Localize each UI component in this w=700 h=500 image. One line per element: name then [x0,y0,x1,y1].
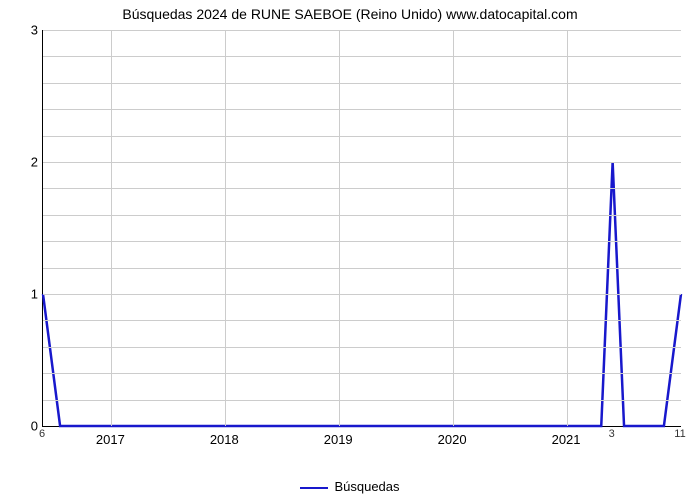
gridline-h [43,294,681,295]
gridline-h-minor [43,136,681,137]
gridline-h-minor [43,83,681,84]
gridline-h-minor [43,347,681,348]
extra-label: 6 [39,428,45,440]
ytick-label: 0 [20,419,38,434]
xtick-label: 2019 [324,432,353,447]
xtick-label: 2020 [438,432,467,447]
gridline-h-minor [43,400,681,401]
gridline-h [43,30,681,31]
legend-swatch [300,487,328,489]
gridline-v [339,30,340,426]
gridline-h [43,162,681,163]
legend: Búsquedas [0,479,700,494]
extra-label: 11 [674,428,685,440]
chart-container: Búsquedas 2024 de RUNE SAEBOE (Reino Uni… [0,0,700,500]
gridline-v [453,30,454,426]
gridline-v [111,30,112,426]
gridline-v [567,30,568,426]
gridline-h-minor [43,215,681,216]
gridline-v [225,30,226,426]
gridline-h-minor [43,268,681,269]
xtick-label: 2017 [96,432,125,447]
gridline-h-minor [43,373,681,374]
xtick-label: 2018 [210,432,239,447]
gridline-h-minor [43,241,681,242]
chart-title: Búsquedas 2024 de RUNE SAEBOE (Reino Uni… [0,6,700,22]
gridline-h-minor [43,109,681,110]
line-svg [43,30,681,426]
xtick-label: 2021 [552,432,581,447]
gridline-h-minor [43,56,681,57]
legend-label: Búsquedas [334,479,399,494]
extra-label: 3 [609,428,615,440]
gridline-h-minor [43,320,681,321]
gridline-h-minor [43,188,681,189]
plot-area [42,30,681,427]
ytick-label: 3 [20,23,38,38]
ytick-label: 1 [20,287,38,302]
ytick-label: 2 [20,155,38,170]
